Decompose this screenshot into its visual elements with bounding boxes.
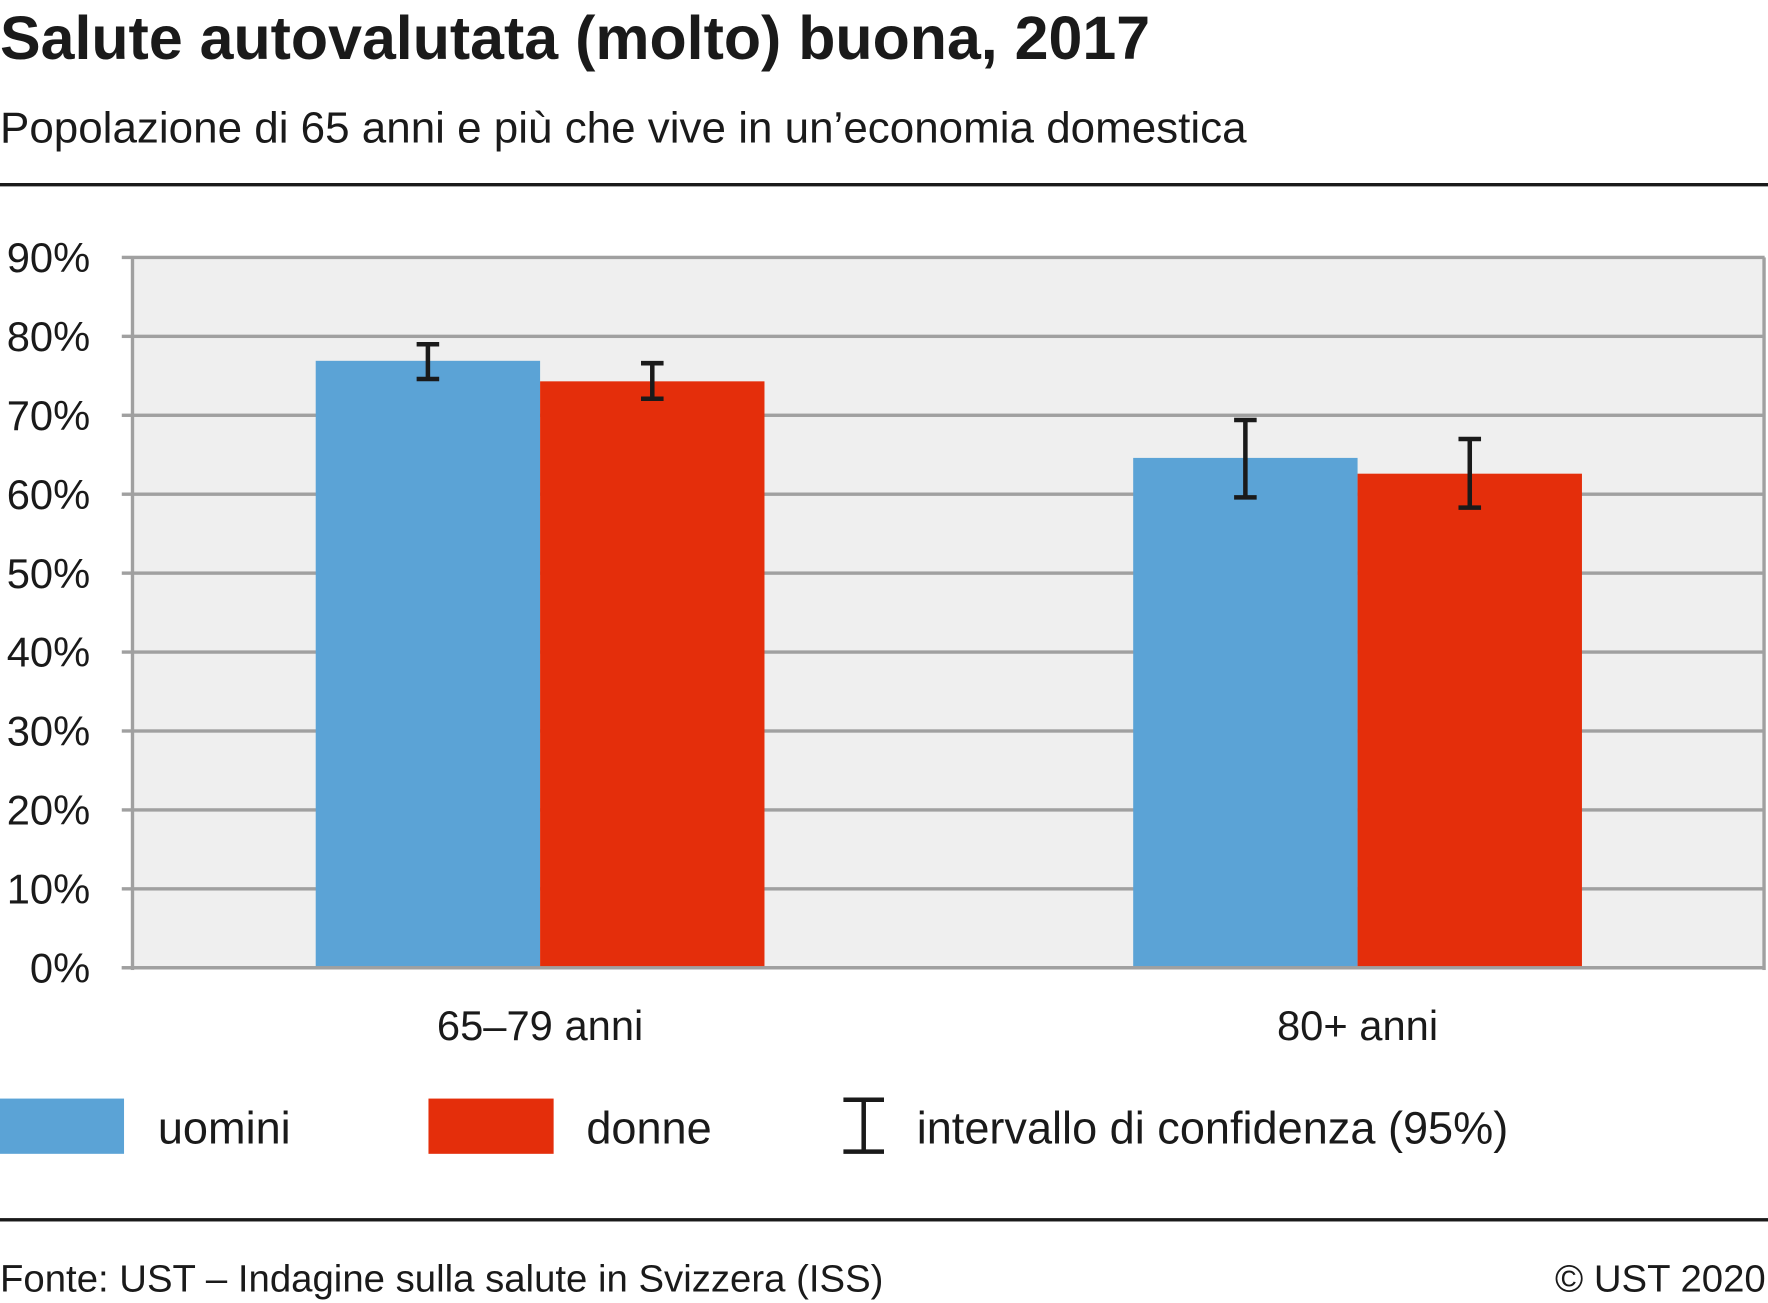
- error-bar: [1458, 436, 1482, 510]
- copyright: © UST 2020: [1555, 1257, 1766, 1300]
- confidence-interval-icon: [843, 1097, 885, 1154]
- x-tick-label: 80+ anni: [1277, 1002, 1438, 1049]
- legend: uomini donne intervallo di confidenza (9…: [0, 1097, 1509, 1154]
- right-border: [1762, 257, 1766, 971]
- gridline: [121, 255, 1765, 260]
- x-tick-label: 65–79 anni: [437, 1002, 643, 1049]
- legend-swatch-uomini: [0, 1098, 125, 1154]
- gridline: [121, 808, 1765, 812]
- gridline: [121, 571, 1765, 575]
- bars: [121, 341, 1765, 970]
- y-tick-label: 10%: [7, 866, 90, 913]
- error-bar: [1234, 417, 1257, 500]
- bottom-rule: [0, 1218, 1768, 1222]
- x-axis: [121, 966, 1765, 970]
- legend-label-donne: donne: [586, 1103, 711, 1154]
- y-tick-label: 50%: [7, 550, 90, 597]
- gridline: [121, 492, 1765, 496]
- y-axis: [130, 257, 135, 971]
- chart-title: Salute autovalutata (molto) buona, 2017: [0, 4, 1150, 72]
- y-tick-label: 90%: [7, 234, 90, 281]
- bar-donne: [1357, 473, 1582, 968]
- gridline: [121, 334, 1765, 339]
- y-tick-labels: 0% 10% 20% 30% 40% 50% 60% 70% 80% 90%: [7, 234, 90, 991]
- gridline: [121, 650, 1765, 654]
- error-bar: [416, 341, 440, 382]
- bar-uomini: [1133, 457, 1358, 968]
- legend-label-ci: intervallo di confidenza (95%): [917, 1103, 1509, 1154]
- source-note: Fonte: UST – Indagine sulla salute in Sv…: [0, 1257, 883, 1300]
- gridline: [121, 729, 1765, 733]
- legend-swatch-donne: [428, 1098, 554, 1154]
- bar-uomini: [315, 360, 541, 968]
- y-tick-label: 40%: [7, 629, 90, 676]
- y-tick-label: 60%: [7, 471, 90, 518]
- x-tick-labels: 65–79 anni 80+ anni: [437, 1002, 1438, 1049]
- y-tick-label: 20%: [7, 787, 90, 834]
- y-tick-label: 30%: [7, 708, 90, 755]
- chart-subtitle: Popolazione di 65 anni e più che vive in…: [0, 103, 1247, 152]
- legend-label-uomini: uomini: [158, 1103, 291, 1154]
- gridline: [121, 413, 1765, 417]
- y-tick-label: 80%: [7, 313, 90, 360]
- y-tick-label: 70%: [7, 392, 90, 439]
- gridline: [121, 887, 1765, 891]
- error-bar: [641, 360, 664, 401]
- top-rule: [0, 183, 1768, 187]
- bar-donne: [540, 381, 765, 968]
- y-tick-label: 0%: [30, 944, 90, 991]
